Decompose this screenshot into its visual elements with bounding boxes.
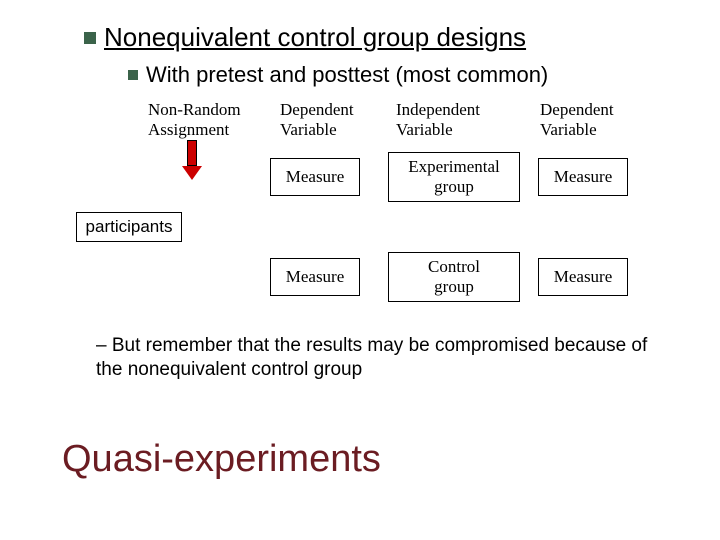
footnote-text: – But remember that the results may be c… bbox=[96, 335, 647, 380]
control-group-box: Control group bbox=[388, 252, 520, 302]
slide-title: Quasi-experiments bbox=[62, 438, 381, 481]
label-line: Variable bbox=[396, 120, 480, 140]
independent-variable-label: Independent Variable bbox=[396, 100, 480, 139]
heading-2-text: With pretest and posttest (most common) bbox=[146, 62, 548, 87]
participants-text: participants bbox=[86, 217, 173, 237]
ctl-line1: Control bbox=[428, 257, 480, 277]
nonrandom-label: Non-Random Assignment bbox=[148, 100, 241, 139]
measure-box-post-ctl: Measure bbox=[538, 258, 628, 296]
label-line: Variable bbox=[280, 120, 354, 140]
measure-box-pre-exp: Measure bbox=[270, 158, 360, 196]
bullet-icon bbox=[84, 32, 96, 44]
measure-text: Measure bbox=[286, 167, 345, 187]
nonrandom-line2: Assignment bbox=[148, 120, 241, 140]
measure-text: Measure bbox=[286, 267, 345, 287]
ctl-line2: group bbox=[428, 277, 480, 297]
dependent-variable-label-1: Dependent Variable bbox=[280, 100, 354, 139]
footnote: – But remember that the results may be c… bbox=[96, 334, 656, 382]
measure-text: Measure bbox=[554, 167, 613, 187]
label-line: Dependent bbox=[540, 100, 614, 120]
exp-line2: group bbox=[408, 177, 500, 197]
measure-text: Measure bbox=[554, 267, 613, 287]
heading-1: Nonequivalent control group designs bbox=[84, 22, 526, 53]
label-line: Dependent bbox=[280, 100, 354, 120]
down-arrow-icon bbox=[184, 140, 200, 180]
heading-2: With pretest and posttest (most common) bbox=[128, 62, 548, 88]
label-line: Independent bbox=[396, 100, 480, 120]
exp-line1: Experimental bbox=[408, 157, 500, 177]
heading-1-text: Nonequivalent control group designs bbox=[104, 22, 526, 52]
dependent-variable-label-2: Dependent Variable bbox=[540, 100, 614, 139]
measure-box-pre-ctl: Measure bbox=[270, 258, 360, 296]
bullet-icon bbox=[128, 70, 138, 80]
nonrandom-line1: Non-Random bbox=[148, 100, 241, 120]
experimental-group-box: Experimental group bbox=[388, 152, 520, 202]
slide-title-text: Quasi-experiments bbox=[62, 438, 381, 480]
measure-box-post-exp: Measure bbox=[538, 158, 628, 196]
participants-box: participants bbox=[76, 212, 182, 242]
label-line: Variable bbox=[540, 120, 614, 140]
